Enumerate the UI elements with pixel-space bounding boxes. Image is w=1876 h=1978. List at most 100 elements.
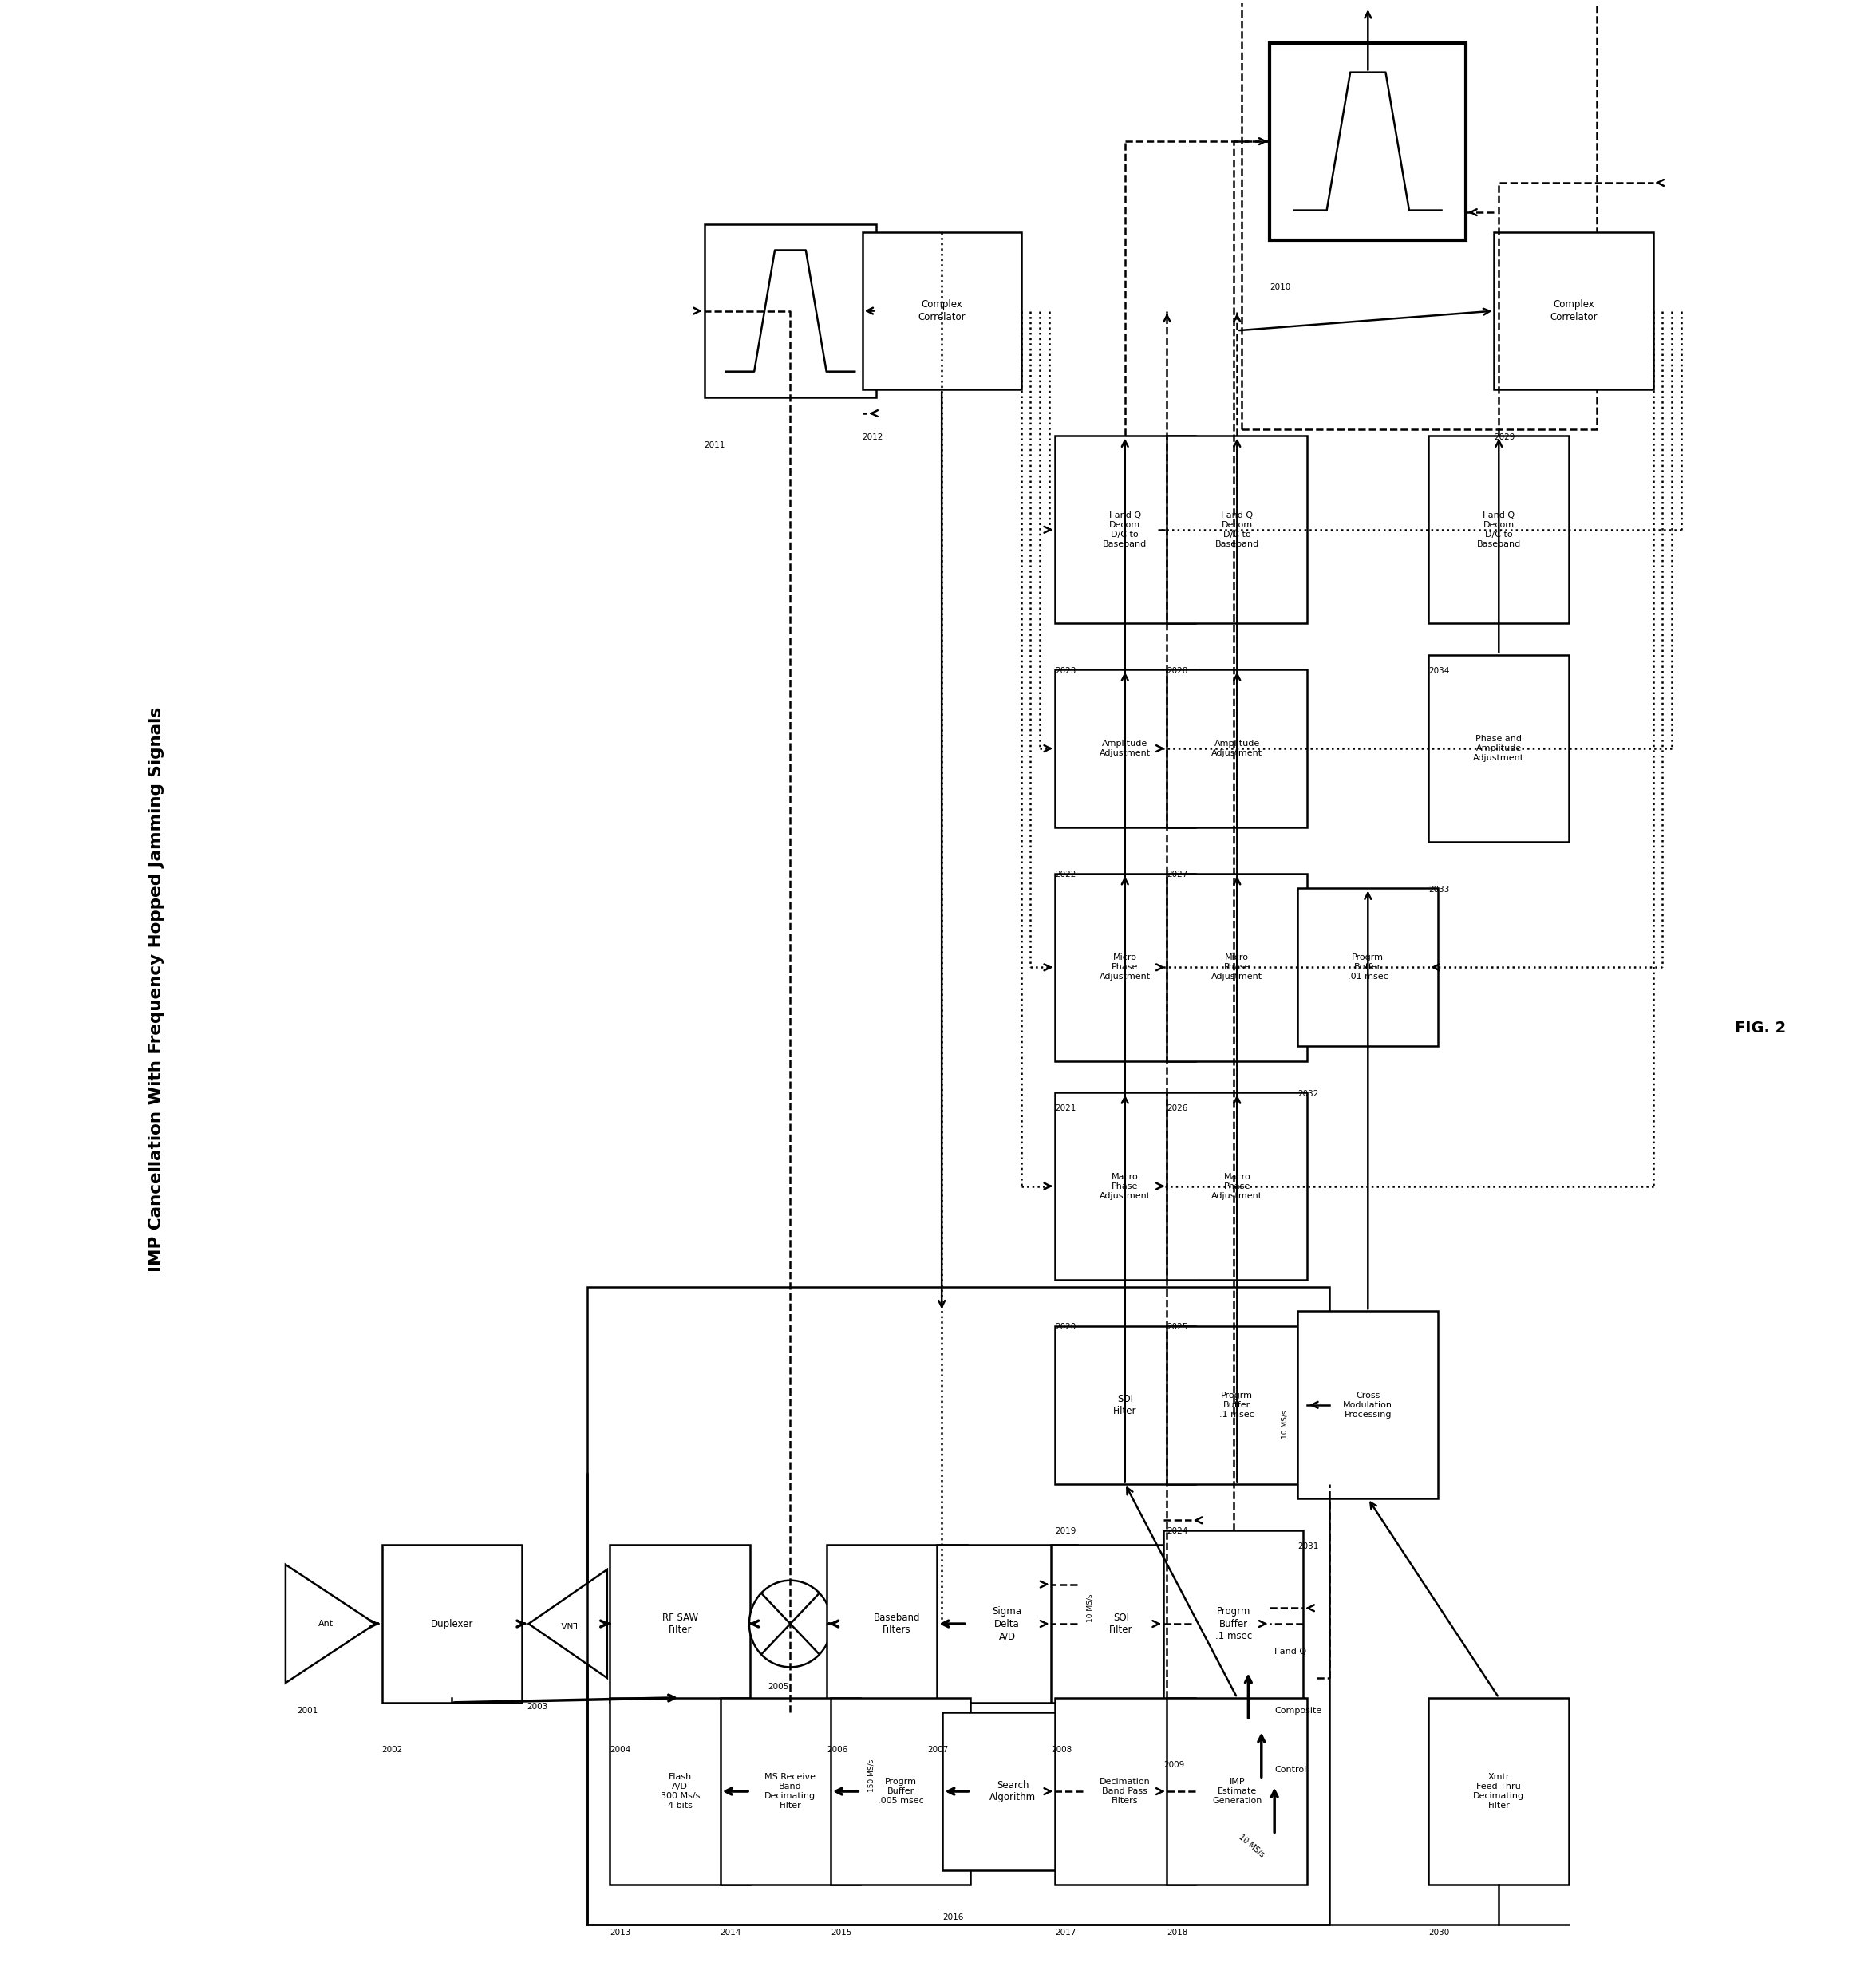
Bar bbox=[1298, 1311, 1439, 1499]
Text: Baseband
Filters: Baseband Filters bbox=[874, 1612, 921, 1636]
Text: Macro
Phase
Adjustment: Macro Phase Adjustment bbox=[1212, 1173, 1263, 1201]
Bar bbox=[1054, 1092, 1195, 1280]
Text: Decimation
Band Pass
Filters: Decimation Band Pass Filters bbox=[1099, 1778, 1150, 1804]
Text: 2006: 2006 bbox=[827, 1747, 848, 1754]
Text: I and Q
Decom
D/C to
Baseband: I and Q Decom D/C to Baseband bbox=[1476, 512, 1521, 548]
Text: 2028: 2028 bbox=[1167, 667, 1188, 674]
Bar bbox=[1242, 0, 1596, 429]
Text: 2033: 2033 bbox=[1430, 886, 1450, 894]
Text: Control: Control bbox=[1274, 1766, 1306, 1774]
Text: 2014: 2014 bbox=[720, 1929, 741, 1936]
Polygon shape bbox=[285, 1565, 375, 1683]
Text: 2034: 2034 bbox=[1430, 667, 1450, 674]
Text: RF SAW
Filter: RF SAW Filter bbox=[662, 1612, 698, 1636]
Text: 2030: 2030 bbox=[1430, 1929, 1450, 1936]
Text: Amplitude
Adjustment: Amplitude Adjustment bbox=[1212, 740, 1263, 758]
Bar bbox=[827, 1545, 966, 1703]
Text: 2018: 2018 bbox=[1167, 1929, 1188, 1936]
Text: IMP Cancellation With Frequency Hopped Jamming Signals: IMP Cancellation With Frequency Hopped J… bbox=[148, 706, 165, 1272]
Text: 2009: 2009 bbox=[1163, 1760, 1184, 1768]
Text: Duplexer: Duplexer bbox=[431, 1618, 473, 1630]
Text: Progrm
Buffer
.1 msec: Progrm Buffer .1 msec bbox=[1216, 1606, 1251, 1642]
Text: Progrm
Buffer
.005 msec: Progrm Buffer .005 msec bbox=[878, 1778, 923, 1804]
Bar bbox=[1430, 1697, 1568, 1885]
Text: Amplitude
Adjustment: Amplitude Adjustment bbox=[1099, 740, 1150, 758]
Text: 2002: 2002 bbox=[383, 1747, 403, 1754]
Text: Complex
Correlator: Complex Correlator bbox=[917, 299, 966, 322]
Text: FIG. 2: FIG. 2 bbox=[1735, 1021, 1786, 1036]
Bar bbox=[942, 1713, 1082, 1869]
Text: 2027: 2027 bbox=[1167, 870, 1188, 878]
Text: 2012: 2012 bbox=[863, 433, 884, 441]
Text: Composite: Composite bbox=[1274, 1707, 1323, 1715]
Bar bbox=[938, 1545, 1077, 1703]
Text: I and Q
Decom
D/C to
Baseband: I and Q Decom D/C to Baseband bbox=[1103, 512, 1146, 548]
Text: 2024: 2024 bbox=[1167, 1527, 1188, 1535]
Text: Phase and
Amplitude
Adjustment: Phase and Amplitude Adjustment bbox=[1473, 736, 1525, 762]
Text: Micro
Phase
Adjustment: Micro Phase Adjustment bbox=[1212, 953, 1263, 981]
Text: 10 MS/s: 10 MS/s bbox=[1236, 1834, 1266, 1859]
Text: Xmtr
Feed Thru
Decimating
Filter: Xmtr Feed Thru Decimating Filter bbox=[1473, 1772, 1525, 1810]
Text: 2019: 2019 bbox=[1054, 1527, 1075, 1535]
Bar bbox=[1054, 671, 1195, 827]
Text: Cross
Modulation
Processing: Cross Modulation Processing bbox=[1343, 1391, 1392, 1418]
Text: 10 MS/s: 10 MS/s bbox=[1086, 1594, 1094, 1622]
Text: 2032: 2032 bbox=[1298, 1090, 1319, 1098]
Bar bbox=[1493, 231, 1653, 390]
Text: I and Q: I and Q bbox=[1274, 1648, 1306, 1656]
Text: 2004: 2004 bbox=[610, 1747, 630, 1754]
Text: Complex
Correlator: Complex Correlator bbox=[1550, 299, 1596, 322]
Text: Flash
A/D
300 Ms/s
4 bits: Flash A/D 300 Ms/s 4 bits bbox=[660, 1772, 700, 1810]
Bar bbox=[1167, 874, 1308, 1060]
Text: 2026: 2026 bbox=[1167, 1104, 1188, 1112]
Bar bbox=[720, 1697, 861, 1885]
Bar bbox=[1163, 1531, 1304, 1717]
Text: MS Receive
Band
Decimating
Filter: MS Receive Band Decimating Filter bbox=[765, 1772, 816, 1810]
Text: Micro
Phase
Adjustment: Micro Phase Adjustment bbox=[1099, 953, 1150, 981]
Text: 150 MS/s: 150 MS/s bbox=[869, 1758, 874, 1792]
Bar bbox=[1167, 1092, 1308, 1280]
Text: 2005: 2005 bbox=[767, 1683, 788, 1691]
Text: Sigma
Delta
A/D: Sigma Delta A/D bbox=[992, 1606, 1022, 1642]
Text: 2015: 2015 bbox=[831, 1929, 852, 1936]
Text: 2031: 2031 bbox=[1298, 1543, 1319, 1551]
Text: SOI
Filter: SOI Filter bbox=[1109, 1612, 1133, 1636]
Text: SOI
Filter: SOI Filter bbox=[1112, 1394, 1137, 1416]
Text: 2010: 2010 bbox=[1270, 283, 1291, 291]
Text: 2023: 2023 bbox=[1054, 667, 1075, 674]
Bar bbox=[1054, 1325, 1195, 1484]
Text: 2021: 2021 bbox=[1054, 1104, 1075, 1112]
Text: Ant: Ant bbox=[319, 1620, 334, 1628]
Text: LNA: LNA bbox=[559, 1620, 576, 1628]
Text: 2020: 2020 bbox=[1054, 1323, 1075, 1331]
Text: 2007: 2007 bbox=[929, 1747, 949, 1754]
Text: IMP
Estimate
Generation: IMP Estimate Generation bbox=[1212, 1778, 1263, 1804]
Bar bbox=[1270, 44, 1465, 239]
Text: 2017: 2017 bbox=[1054, 1929, 1075, 1936]
Bar bbox=[1167, 1325, 1308, 1484]
Bar bbox=[1167, 1697, 1308, 1885]
Bar bbox=[1167, 671, 1308, 827]
Text: 10 MS/s: 10 MS/s bbox=[1281, 1410, 1289, 1438]
Text: 2013: 2013 bbox=[610, 1929, 630, 1936]
Text: 2029: 2029 bbox=[1493, 433, 1516, 441]
Bar bbox=[1430, 435, 1568, 623]
Polygon shape bbox=[529, 1571, 608, 1677]
Bar bbox=[587, 1286, 1330, 1925]
Text: Macro
Phase
Adjustment: Macro Phase Adjustment bbox=[1099, 1173, 1150, 1201]
Bar bbox=[610, 1697, 750, 1885]
Text: 2025: 2025 bbox=[1167, 1323, 1188, 1331]
Bar bbox=[610, 1545, 750, 1703]
Text: Search
Algorithm: Search Algorithm bbox=[989, 1780, 1036, 1802]
Bar bbox=[863, 231, 1021, 390]
Text: I and Q
Decom
D/C to
Baseband: I and Q Decom D/C to Baseband bbox=[1216, 512, 1259, 548]
Text: 2016: 2016 bbox=[942, 1913, 964, 1921]
Bar bbox=[1054, 435, 1195, 623]
Text: 2008: 2008 bbox=[1051, 1747, 1071, 1754]
Text: 2003: 2003 bbox=[527, 1703, 548, 1711]
Bar bbox=[1054, 1697, 1195, 1885]
Bar bbox=[831, 1697, 970, 1885]
Bar bbox=[1054, 874, 1195, 1060]
Text: 2022: 2022 bbox=[1054, 870, 1075, 878]
Bar bbox=[1051, 1545, 1191, 1703]
